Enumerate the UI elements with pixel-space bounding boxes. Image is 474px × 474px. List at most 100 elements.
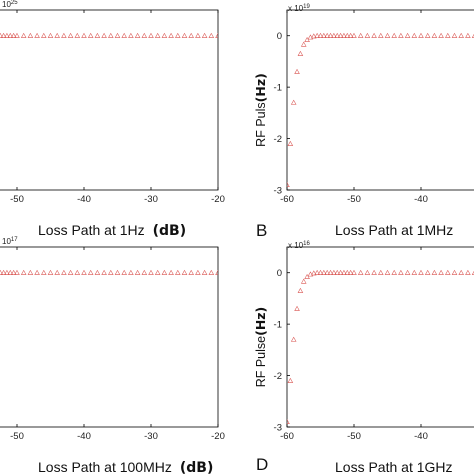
data-point: [10, 269, 17, 275]
data-point: [287, 181, 290, 187]
data-point: [337, 269, 344, 275]
data-point: [334, 269, 341, 275]
data-point: [364, 269, 371, 275]
x-tick-label: -60: [280, 194, 294, 205]
data-point: [290, 99, 297, 105]
data-point: [108, 269, 114, 275]
data-point: [41, 32, 47, 38]
data-point: [34, 32, 40, 38]
y-tick-label: -2: [274, 371, 282, 382]
data-point: [294, 305, 300, 311]
data-point: [331, 32, 337, 38]
data-point: [134, 32, 141, 38]
data-point: [154, 269, 161, 275]
data-point: [4, 32, 10, 38]
data-series: [0, 269, 218, 275]
data-point: [188, 269, 194, 275]
x-tick-label: -40: [414, 431, 428, 442]
y-tick-label: -1: [274, 320, 282, 331]
x-axis-label-text: Loss Path at 1MHz: [335, 222, 453, 238]
data-point: [324, 32, 330, 38]
data-point: [341, 269, 347, 275]
data-point: [378, 32, 384, 38]
data-point: [161, 32, 168, 38]
x-tick-label: -30: [144, 194, 158, 205]
data-point: [195, 32, 201, 38]
data-point: [411, 269, 418, 275]
data-series: [287, 32, 474, 187]
y-tick-label: -1: [274, 83, 282, 94]
axis-exponent: 1025: [2, 0, 18, 9]
data-point: [74, 269, 81, 275]
data-point: [398, 269, 404, 275]
data-point: [141, 32, 148, 38]
y-tick-label: 0: [277, 268, 282, 279]
axis-exponent: x 1019: [288, 4, 310, 13]
panel-letter: B: [256, 221, 267, 240]
data-point: [321, 269, 327, 275]
data-point: [290, 336, 297, 342]
data-point: [337, 32, 344, 38]
data-point: [445, 269, 451, 275]
data-point: [175, 269, 181, 275]
data-point: [20, 269, 27, 275]
data-series: [0, 32, 218, 38]
axis-exponent-power: 17: [11, 237, 18, 243]
data-point: [14, 32, 20, 38]
data-point: [304, 36, 310, 42]
data-point: [334, 32, 341, 38]
data-point: [81, 269, 87, 275]
data-point: [371, 32, 377, 38]
data-point: [384, 269, 391, 275]
x-tick-label: -50: [10, 431, 24, 442]
data-point: [458, 32, 464, 38]
data-point: [141, 269, 148, 275]
data-point: [154, 32, 161, 38]
data-point: [307, 271, 314, 277]
data-point: [471, 270, 474, 275]
data-point: [307, 34, 314, 40]
y-axis-label: RF Puls(Hz): [253, 73, 268, 147]
data-point: [424, 32, 431, 38]
data-point: [128, 32, 134, 38]
data-point: [14, 269, 20, 275]
data-point: [67, 32, 74, 38]
data-point: [175, 32, 181, 38]
data-point: [108, 32, 114, 38]
axis-exponent: x 1016: [288, 241, 310, 250]
data-point: [297, 50, 304, 56]
data-point: [181, 269, 188, 275]
data-point: [87, 32, 94, 38]
data-point: [287, 140, 294, 146]
data-point: [317, 269, 324, 275]
data-point: [114, 32, 121, 38]
axis-exponent-base: 10: [2, 0, 11, 9]
data-point: [347, 269, 354, 275]
data-point: [297, 287, 304, 293]
data-point: [134, 269, 141, 275]
data-point: [357, 32, 364, 38]
data-point: [168, 269, 174, 275]
axis-exponent-base: x 10: [288, 241, 304, 250]
data-point: [0, 269, 7, 275]
x-axis-label-text: Loss Path at 100MHz: [38, 459, 172, 474]
data-point: [357, 269, 364, 275]
data-point: [121, 32, 127, 38]
data-point: [321, 32, 327, 38]
x-tick-label: -50: [347, 431, 361, 442]
data-point: [300, 41, 307, 47]
data-point: [81, 32, 87, 38]
x-axis-unit: (dB): [153, 223, 187, 239]
data-point: [465, 269, 471, 275]
data-point: [195, 269, 201, 275]
data-point: [418, 269, 424, 275]
y-axis-unit: (Hz): [253, 73, 268, 102]
data-point: [351, 269, 357, 275]
data-point: [347, 32, 354, 38]
y-axis-label-text: RF Pulse: [254, 336, 268, 387]
chart-panel-3: -50 -40 -30 -20 1017 Loss Path at 100MHz (dB): [0, 237, 225, 474]
data-point: [371, 269, 377, 275]
data-point: [424, 269, 431, 275]
x-axis-label: Loss Path at 1GHz: [335, 459, 453, 474]
data-point: [54, 32, 60, 38]
